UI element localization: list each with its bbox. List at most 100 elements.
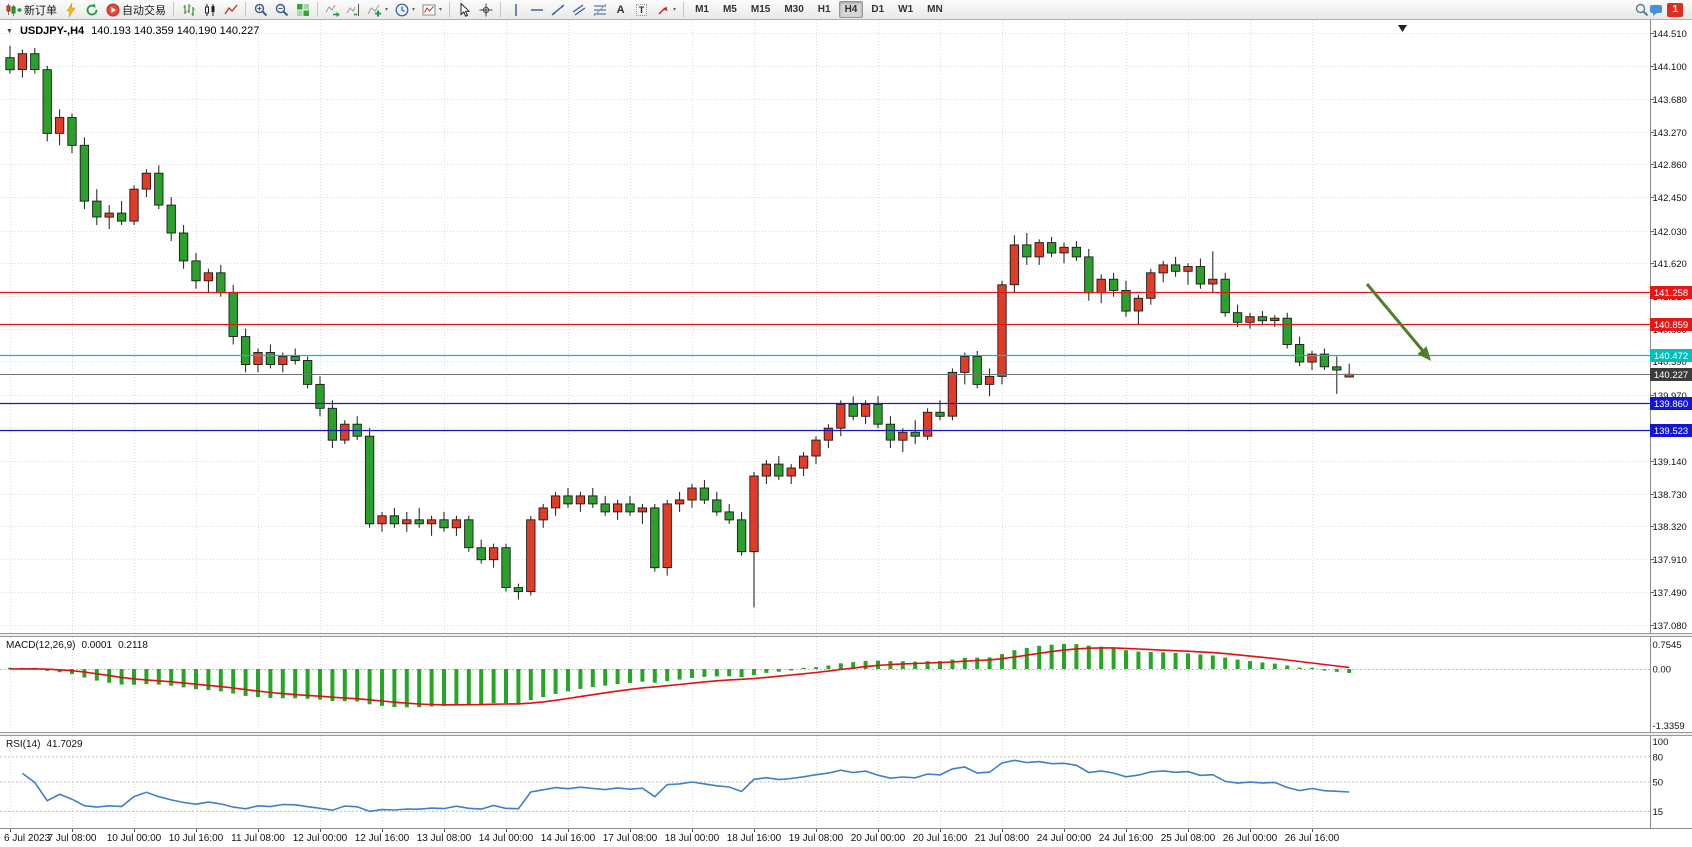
time-axis-label: 24 Jul 16:00 [1098, 833, 1154, 844]
candlestick-chart-button[interactable] [199, 0, 220, 20]
timeframe-mn-button[interactable]: MN [927, 4, 943, 15]
autotrading-icon [105, 2, 120, 17]
line-chart-icon [223, 2, 238, 17]
time-axis-tick [382, 829, 383, 832]
cursor-icon [457, 2, 472, 17]
macd-name: MACD(12,26,9) [6, 640, 76, 651]
arrow-object-icon [655, 2, 670, 17]
timeframe-m30-button[interactable]: M30 [784, 4, 804, 15]
zoom-in-button[interactable] [250, 0, 271, 20]
trendline-button[interactable] [547, 0, 568, 20]
price-chart-panel[interactable]: 144.510 144.100 143.680 143.270 142.860 142.4… [0, 20, 1692, 633]
macd-panel[interactable]: 0.7545 0.00 -1.3359 MACD(12,26,9) 0.0001 0… [0, 637, 1692, 732]
refresh-button[interactable] [81, 0, 102, 20]
symbol-dropdown-icon[interactable]: ▼ [6, 27, 13, 35]
crosshair-button[interactable] [475, 0, 496, 20]
time-axis-tick [1250, 829, 1251, 832]
timeframe-m15-button[interactable]: M15 [750, 4, 771, 15]
auto-scroll-button[interactable] [322, 0, 343, 20]
timeframe-m5-button[interactable]: M5 [722, 4, 737, 15]
time-axis-tick [320, 829, 321, 832]
toolbar-separator [683, 2, 685, 17]
svg-text:143.270: 143.270 [1653, 128, 1687, 139]
arrows-button[interactable]: ▾ [652, 0, 679, 20]
svg-text:140.390: 140.390 [1653, 357, 1687, 368]
templates-button[interactable]: ▾ [418, 0, 445, 20]
time-axis-label: 11 Jul 08:00 [231, 833, 285, 844]
quick-trade-button[interactable] [60, 0, 81, 20]
indicators-button[interactable]: ▾ [364, 0, 391, 20]
channel-button[interactable] [568, 0, 589, 20]
time-axis-label: 20 Jul 16:00 [912, 833, 968, 844]
text-label-icon: T [634, 2, 649, 17]
toolbar-separator [245, 2, 246, 17]
chart-shift-button[interactable] [343, 0, 364, 20]
text-button[interactable]: A [610, 0, 631, 20]
toolbar-separator [173, 2, 174, 17]
panel-splitter[interactable] [0, 732, 1692, 736]
svg-text:80: 80 [1653, 752, 1664, 763]
line-chart-button[interactable] [220, 0, 241, 20]
macd-canvas[interactable]: 0.7545 0.00 -1.3359 [0, 637, 1692, 732]
timeframe-h4-button[interactable]: H4 [838, 1, 864, 18]
fibonacci-button[interactable] [589, 0, 610, 20]
svg-text:140.472: 140.472 [1654, 351, 1688, 362]
search-icon[interactable] [1634, 2, 1649, 17]
rsi-canvas[interactable]: 100 80 50 15 [0, 736, 1692, 828]
rsi-value: 41.7029 [46, 739, 83, 750]
fibonacci-icon [592, 2, 607, 17]
time-axis-tick [196, 829, 197, 832]
templates-icon [421, 2, 436, 17]
rsi-panel[interactable]: 100 80 50 15 RSI(14) 41.7029 [0, 736, 1692, 828]
svg-text:141.620: 141.620 [1653, 259, 1687, 270]
rsi-label: RSI(14) 41.7029 [6, 739, 83, 750]
periods-button[interactable]: ▾ [391, 0, 418, 20]
cursor-button[interactable] [454, 0, 475, 20]
bar-chart-button[interactable] [178, 0, 199, 20]
svg-text:50: 50 [1653, 778, 1664, 789]
chat-icon[interactable] [1649, 2, 1664, 17]
dropdown-caret-icon: ▾ [439, 7, 443, 13]
svg-text:0.00: 0.00 [1653, 665, 1672, 676]
vertical-line-button[interactable] [505, 0, 526, 20]
zoom-out-button[interactable] [271, 0, 292, 20]
svg-text:142.860: 142.860 [1653, 160, 1687, 171]
tile-windows-button[interactable] [292, 0, 313, 20]
time-axis-label: 18 Jul 00:00 [664, 833, 720, 844]
ohlc-values: 140.193 140.359 140.190 140.227 [91, 25, 260, 37]
toolbar-separator [500, 2, 502, 17]
price-chart-canvas[interactable]: 144.510 144.100 143.680 143.270 142.860 142.4… [0, 20, 1692, 633]
autotrading-button-label: 自动交易 [122, 4, 166, 17]
time-axis-label: 26 Jul 00:00 [1222, 833, 1278, 844]
time-axis[interactable]: 6 Jul 2023 7 Jul 08:00 10 Jul 00:00 10 Jul … [0, 828, 1692, 847]
time-axis-tick [692, 829, 693, 832]
svg-text:144.100: 144.100 [1653, 62, 1687, 73]
svg-text:143.680: 143.680 [1653, 95, 1687, 106]
notification-badge[interactable]: 1 [1667, 2, 1683, 17]
time-axis-label: 6 Jul 2023 [4, 833, 51, 844]
svg-text:137.080: 137.080 [1653, 621, 1687, 632]
svg-text:144.510: 144.510 [1653, 29, 1687, 40]
time-axis-label: 19 Jul 08:00 [788, 833, 844, 844]
horizontal-line-icon [529, 2, 544, 17]
timeframe-m1-button[interactable]: M1 [695, 4, 709, 15]
timeframe-h1-button[interactable]: H1 [817, 4, 831, 15]
text-icon: A [616, 3, 625, 16]
time-axis-tick [754, 829, 755, 832]
new-order-button[interactable]: 新订单 [3, 0, 60, 20]
svg-text:140.859: 140.859 [1654, 320, 1688, 331]
timeframe-d1-button[interactable]: D1 [871, 4, 885, 15]
horizontal-line-button[interactable] [526, 0, 547, 20]
lightning-icon [63, 2, 78, 17]
timeframe-w1-button[interactable]: W1 [898, 4, 914, 15]
panel-splitter[interactable] [0, 633, 1692, 637]
text-label-button[interactable]: T [631, 0, 652, 20]
time-axis-label: 24 Jul 00:00 [1036, 833, 1092, 844]
autotrading-button[interactable]: 自动交易 [102, 0, 169, 20]
new-order-button-label: 新订单 [24, 4, 57, 17]
time-axis-label: 12 Jul 16:00 [354, 833, 410, 844]
time-axis-tick [1188, 829, 1189, 832]
time-axis-label: 14 Jul 16:00 [540, 833, 596, 844]
time-axis-label: 10 Jul 00:00 [106, 833, 162, 844]
